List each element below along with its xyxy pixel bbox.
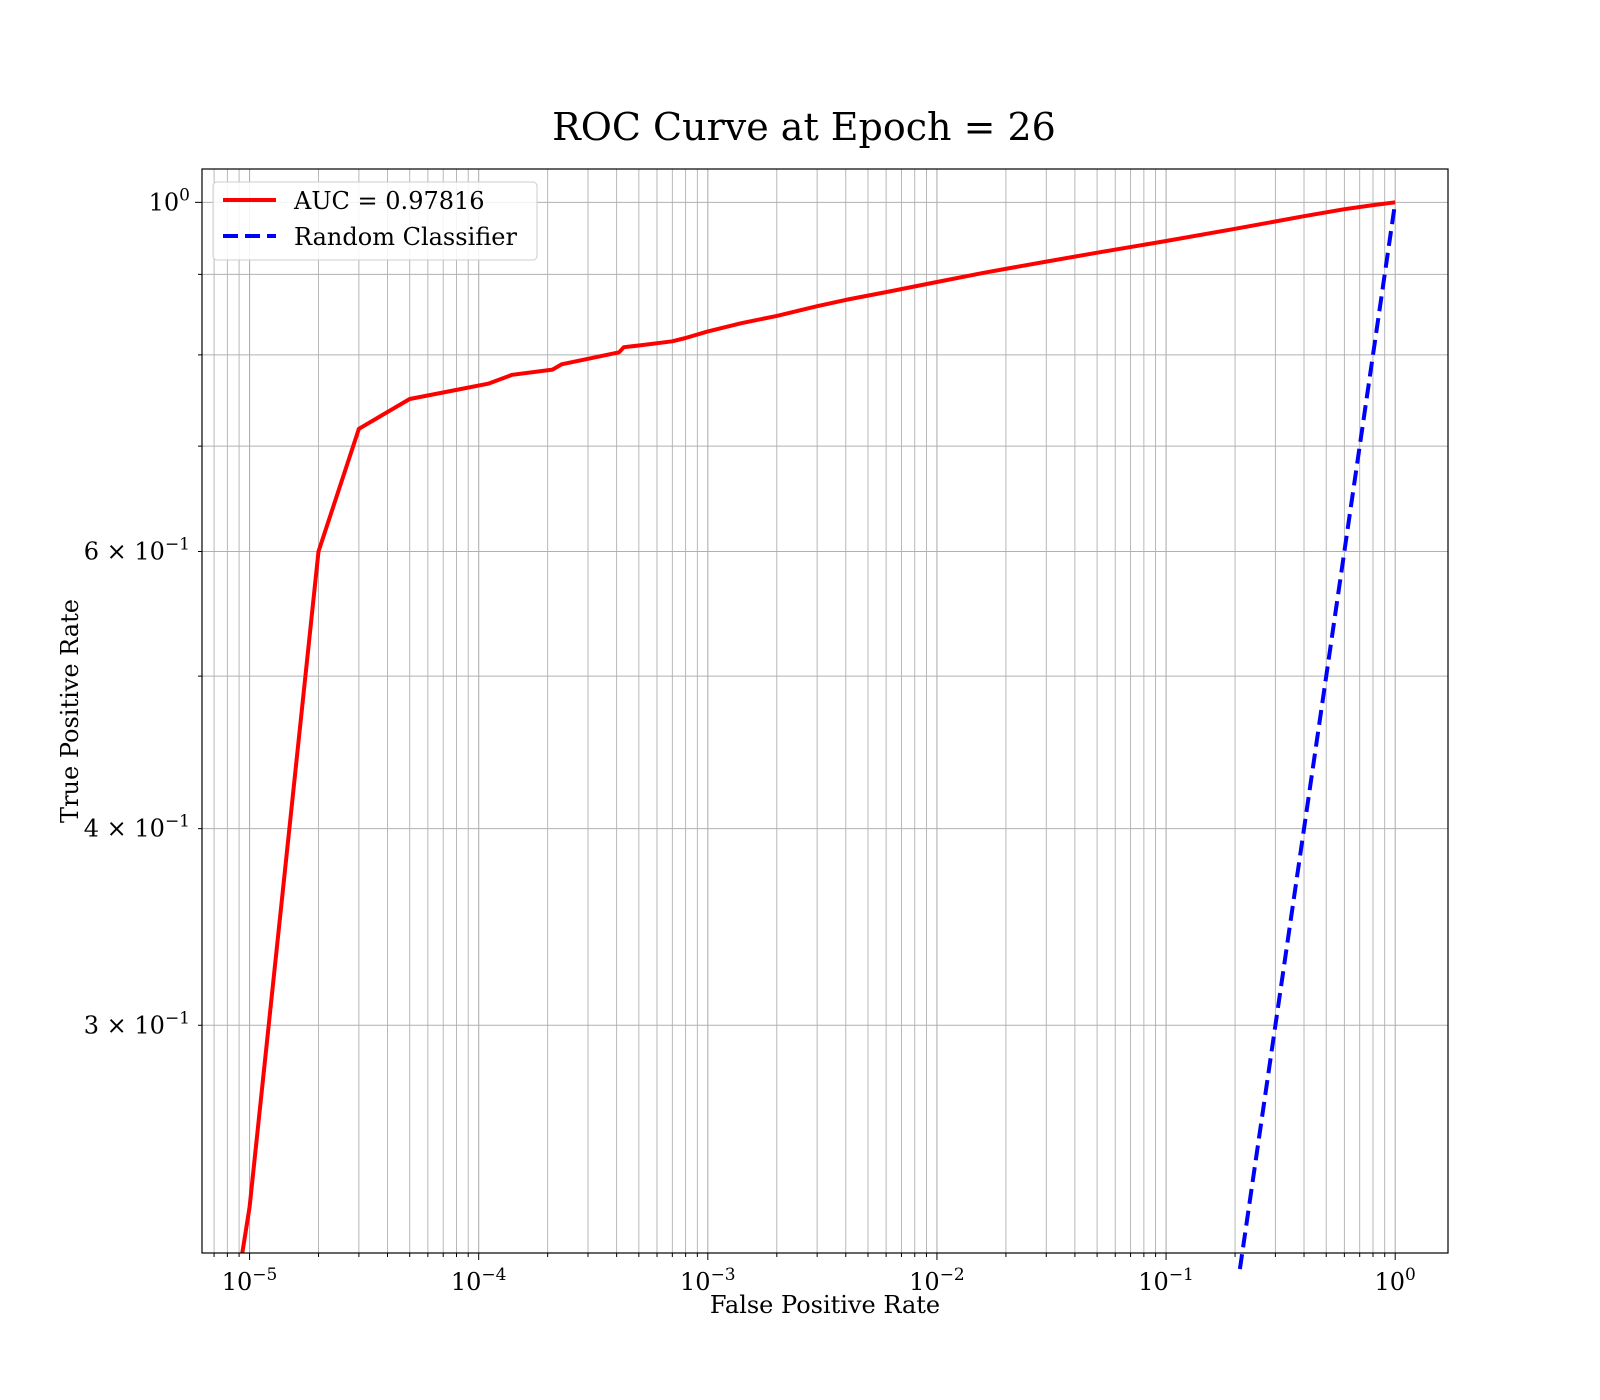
legend: AUC = 0.97816 Random Classifier bbox=[212, 181, 538, 261]
chart-title: ROC Curve at Epoch = 26 bbox=[552, 105, 1056, 149]
x-tick-label: 10−3 bbox=[680, 1265, 736, 1296]
roc-curve-line bbox=[240, 200, 1396, 1254]
legend-label-auc: AUC = 0.97816 bbox=[293, 187, 485, 215]
x-tick-label: 10−2 bbox=[909, 1265, 965, 1296]
x-tick-label: 10−4 bbox=[451, 1265, 507, 1296]
y-tick-label: 3 × 10−1 bbox=[84, 1008, 190, 1039]
x-tick-label: 100 bbox=[1375, 1265, 1416, 1296]
y-tick-label: 100 bbox=[149, 185, 190, 216]
x-axis-label: False Positive Rate bbox=[710, 1291, 940, 1319]
axis-ticks: 10−5 10−4 10−3 10−2 10−1 100 100 6 × 10−1 4 × 10… bbox=[84, 185, 1416, 1296]
y-tick-label: 4 × 10−1 bbox=[84, 812, 190, 843]
legend-label-random: Random Classifier bbox=[294, 223, 517, 251]
grid-lines bbox=[202, 169, 1448, 1253]
plot-lines bbox=[240, 200, 1398, 1270]
random-classifier-line bbox=[1237, 202, 1398, 1270]
x-tick-label: 10−1 bbox=[1138, 1265, 1194, 1296]
y-tick-label: 6 × 10−1 bbox=[84, 535, 190, 566]
plot-frame bbox=[201, 168, 1449, 1254]
legend-box bbox=[212, 181, 538, 261]
x-tick-label: 10−5 bbox=[222, 1265, 278, 1296]
y-axis-label: True Positive Rate bbox=[56, 599, 84, 823]
